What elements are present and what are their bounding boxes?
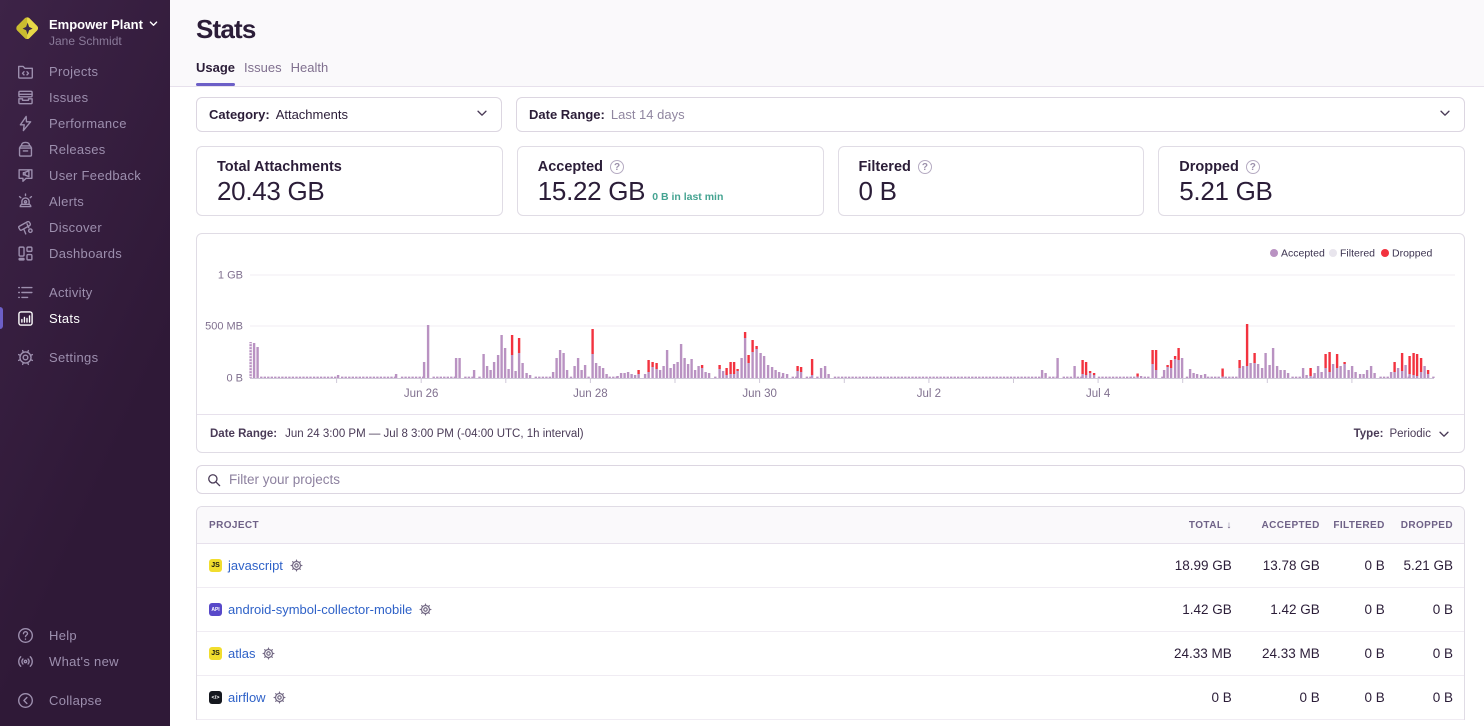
svg-text:Jun 26: Jun 26	[404, 388, 439, 400]
svg-text:1 GB: 1 GB	[218, 270, 243, 282]
svg-text:Jun 28: Jun 28	[573, 388, 608, 400]
svg-text:Jun 30: Jun 30	[742, 388, 777, 400]
svg-text:Jul 2: Jul 2	[917, 388, 941, 400]
svg-text:Accepted: Accepted	[1281, 248, 1325, 260]
svg-text:Dropped: Dropped	[1392, 248, 1432, 260]
svg-text:0 B: 0 B	[226, 373, 243, 385]
svg-text:Filtered: Filtered	[1340, 248, 1375, 260]
svg-text:Jul 4: Jul 4	[1086, 388, 1111, 400]
svg-text:500 MB: 500 MB	[205, 321, 243, 333]
